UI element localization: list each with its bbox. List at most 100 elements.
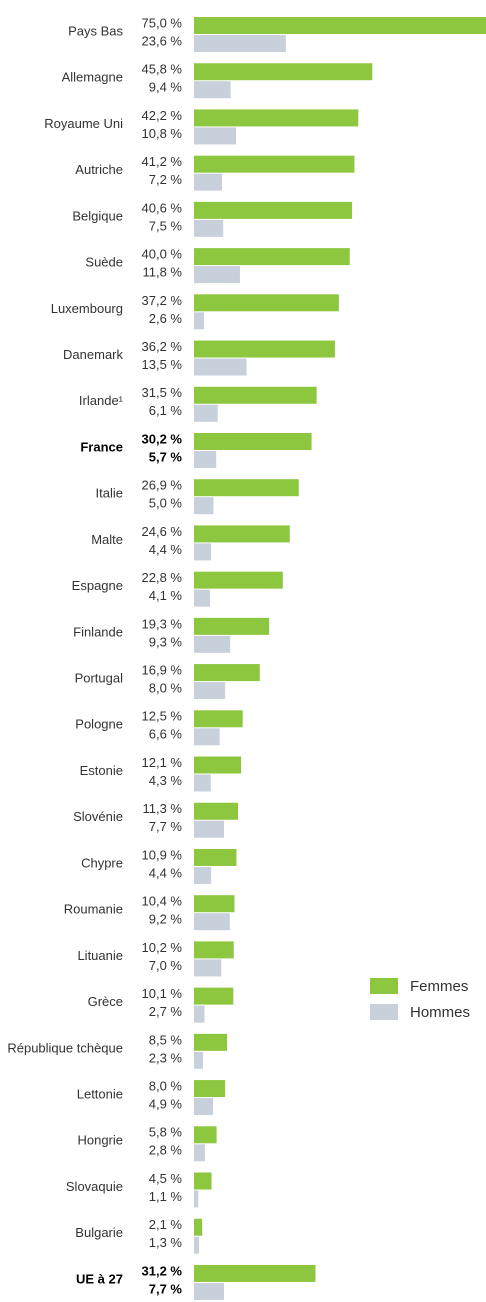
- value-label: 2,3 %: [149, 1050, 183, 1065]
- value-label: 30,2 %: [142, 431, 183, 446]
- bar: [194, 201, 353, 219]
- bar: [194, 682, 226, 700]
- bar: [194, 479, 299, 497]
- category-label: Pays Bas: [68, 23, 123, 38]
- value-label: 7,7 %: [149, 1281, 183, 1296]
- category-label: Belgique: [72, 208, 123, 223]
- bar: [194, 820, 224, 838]
- value-label: 2,6 %: [149, 311, 183, 326]
- legend-label: Femmes: [410, 978, 468, 995]
- bar: [194, 404, 218, 422]
- bar: [194, 1126, 217, 1144]
- value-label: 7,5 %: [149, 218, 183, 233]
- bar: [194, 895, 235, 913]
- bar: [194, 1282, 224, 1300]
- value-label: 7,7 %: [149, 819, 183, 834]
- bar: [194, 358, 247, 376]
- bar: [194, 802, 238, 820]
- value-label: 11,3 %: [142, 801, 182, 816]
- value-label: 26,9 %: [142, 478, 183, 493]
- value-label: 42,2 %: [142, 108, 183, 123]
- value-label: 19,3 %: [142, 616, 183, 631]
- category-label: Lettonie: [77, 1086, 123, 1101]
- category-label: Allemagne: [62, 70, 123, 85]
- value-label: 10,9 %: [142, 847, 183, 862]
- value-label: 1,1 %: [149, 1189, 183, 1204]
- bar: [194, 959, 222, 977]
- legend-label: Hommes: [410, 1004, 470, 1021]
- value-label: 12,1 %: [142, 755, 183, 770]
- value-label: 7,2 %: [149, 172, 183, 187]
- value-label: 2,8 %: [149, 1143, 183, 1158]
- category-label: Hongrie: [77, 1133, 123, 1148]
- bar: [194, 432, 312, 450]
- category-label: Malte: [91, 532, 123, 547]
- bar: [194, 1005, 205, 1023]
- category-label: Espagne: [72, 578, 123, 593]
- legend-swatch: [370, 978, 398, 994]
- category-label: Bulgarie: [75, 1225, 123, 1240]
- bar: [194, 1264, 316, 1282]
- value-label: 10,8 %: [142, 126, 183, 141]
- bar: [194, 543, 212, 561]
- bar: [194, 1236, 200, 1254]
- category-label: Slovénie: [73, 809, 123, 824]
- category-label: Lituanie: [77, 948, 123, 963]
- value-label: 40,6 %: [142, 200, 183, 215]
- value-label: 4,9 %: [149, 1096, 183, 1111]
- bar: [194, 571, 283, 589]
- bar: [194, 1190, 199, 1208]
- value-label: 22,8 %: [142, 570, 183, 585]
- value-label: 9,4 %: [149, 80, 183, 95]
- bar: [194, 1172, 212, 1190]
- bar: [194, 127, 237, 145]
- bar: [194, 617, 270, 635]
- value-label: 10,1 %: [142, 986, 183, 1001]
- value-label: 31,2 %: [142, 1263, 183, 1278]
- value-label: 41,2 %: [142, 154, 183, 169]
- value-label: 37,2 %: [142, 293, 183, 308]
- category-label: Danemark: [63, 347, 123, 362]
- category-label: République tchèque: [7, 1040, 123, 1055]
- category-label: Slovaquie: [66, 1179, 123, 1194]
- bar: [194, 294, 339, 312]
- category-label: Portugal: [75, 671, 124, 686]
- category-label: Italie: [96, 486, 123, 501]
- value-label: 4,5 %: [149, 1171, 183, 1186]
- bar: [194, 173, 223, 191]
- category-label: France: [80, 439, 123, 454]
- value-label: 5,8 %: [149, 1125, 183, 1140]
- bar: [194, 340, 335, 358]
- value-label: 5,7 %: [149, 449, 183, 464]
- category-label: Roumanie: [64, 902, 123, 917]
- category-label: Grèce: [88, 994, 123, 1009]
- value-label: 45,8 %: [142, 62, 183, 77]
- value-label: 8,0 %: [149, 681, 183, 696]
- bar: [194, 266, 240, 284]
- bar: [194, 1144, 205, 1162]
- value-label: 24,6 %: [142, 524, 183, 539]
- bar: [194, 312, 205, 330]
- bar: [194, 866, 212, 884]
- bar: [194, 525, 290, 543]
- value-label: 40,0 %: [142, 247, 183, 262]
- category-label: Chypre: [81, 855, 123, 870]
- value-label: 8,0 %: [149, 1078, 183, 1093]
- value-label: 6,1 %: [149, 403, 183, 418]
- category-label: UE à 27: [76, 1271, 123, 1286]
- bar: [194, 81, 231, 99]
- bar: [194, 109, 359, 127]
- bar: [194, 664, 260, 682]
- value-label: 5,0 %: [149, 496, 183, 511]
- value-label: 31,5 %: [142, 385, 183, 400]
- category-label: Suède: [85, 255, 123, 270]
- bar: [194, 774, 211, 792]
- category-label: Pologne: [75, 717, 123, 732]
- bar: [194, 987, 234, 1005]
- bar: [194, 63, 373, 81]
- bar: [194, 913, 230, 931]
- value-label: 7,0 %: [149, 958, 183, 973]
- category-label: Estonie: [80, 763, 123, 778]
- category-label: Irlande¹: [79, 393, 124, 408]
